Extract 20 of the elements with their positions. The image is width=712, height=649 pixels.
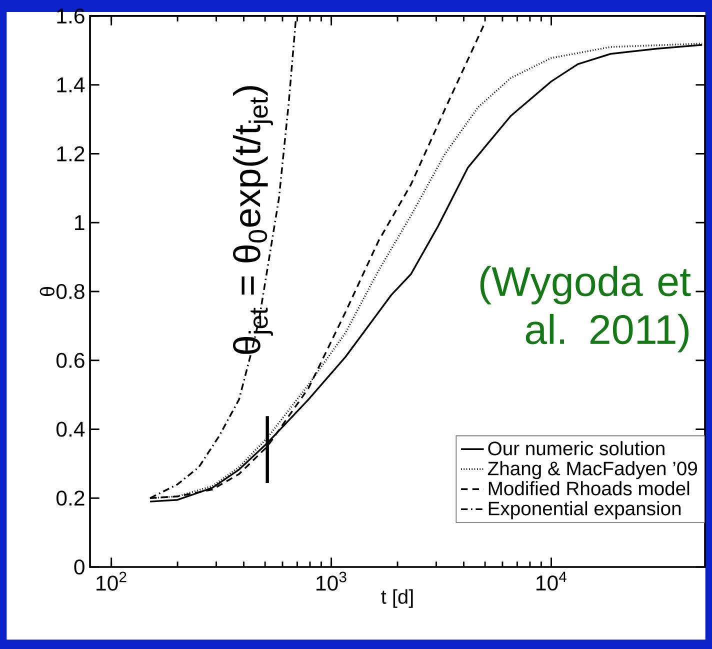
y-tick-label: 1 bbox=[75, 215, 84, 230]
x-tick-label: 10$^{4}$ bbox=[536, 572, 567, 591]
legend-label: Exponential expansion bbox=[488, 501, 681, 520]
x-axis-title: t [d] bbox=[381, 589, 413, 608]
y-tick-label: 0.8 bbox=[56, 284, 84, 300]
annotation: (Wygoda et al. 2011) bbox=[480, 266, 691, 352]
y-tick-label: 0.4 bbox=[56, 422, 85, 437]
y-tick-label: 0.6 bbox=[56, 352, 84, 368]
legend-label: Our numeric solution bbox=[488, 441, 664, 456]
y-tick-label: 0.2 bbox=[56, 490, 84, 506]
legend-label: Modified Rhoads model bbox=[488, 481, 690, 496]
y-tick-label: 1.2 bbox=[57, 146, 84, 162]
y-tick-label: 0 bbox=[74, 559, 84, 575]
y-tick-label: 1.4 bbox=[57, 78, 85, 92]
legend-label: Zhang & MacFadyen ’09 bbox=[488, 461, 698, 480]
annotation: θ$_{jet}$ = θ$_{0}$exp(t/t$_{jet}$) bbox=[233, 86, 273, 354]
y-axis-title: θ bbox=[40, 286, 54, 296]
x-tick-label: 10$^{2}$ bbox=[96, 572, 126, 591]
y-tick-label: 1.6 bbox=[57, 8, 84, 24]
x-tick-label: 10$^{3}$ bbox=[316, 572, 346, 591]
